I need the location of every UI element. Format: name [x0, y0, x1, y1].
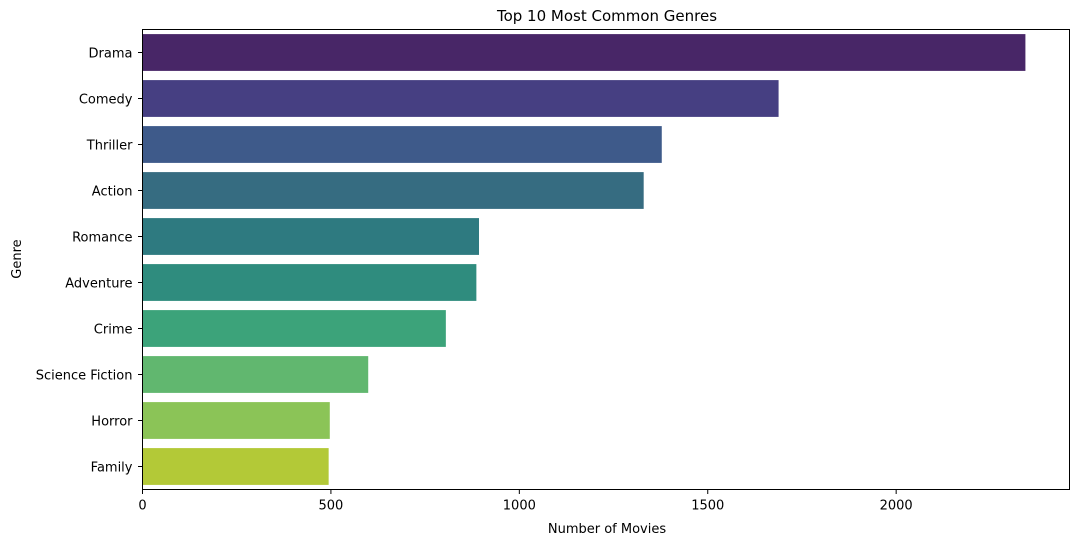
bar-horror [142, 402, 330, 439]
bar-science-fiction [142, 356, 369, 393]
bar-romance [142, 218, 480, 255]
y-tick-label: Crime [94, 323, 133, 338]
y-tick-label: Science Fiction [36, 369, 133, 384]
x-tick-label: 500 [319, 499, 344, 514]
x-tick-label: 0 [138, 499, 146, 514]
y-axis-ticks: Drama Comedy Thriller Action Romance Adventur… [36, 47, 143, 476]
bar-drama [142, 34, 1026, 71]
bar-crime [142, 310, 446, 347]
y-tick-label: Action [92, 185, 133, 200]
bar-adventure [142, 264, 477, 301]
y-tick-label: Drama [89, 47, 133, 62]
bar-family [142, 448, 329, 485]
bar-action [142, 172, 644, 209]
y-tick-label: Adventure [65, 277, 132, 292]
y-tick-label: Horror [91, 415, 133, 430]
y-tick-label: Family [91, 461, 133, 476]
y-tick-label: Romance [72, 231, 132, 246]
plot-frame [142, 29, 1070, 490]
x-tick-label: 2000 [880, 499, 913, 514]
y-tick-label: Thriller [86, 139, 133, 154]
y-tick-label: Comedy [79, 93, 133, 108]
y-axis-label: Genre [10, 239, 25, 278]
x-tick-label: 1500 [691, 499, 724, 514]
bar-comedy [142, 80, 779, 117]
x-axis-ticks: 0 500 1000 1500 2000 [138, 489, 913, 514]
chart-title: Top 10 Most Common Genres [496, 7, 717, 25]
bars-group [142, 34, 1026, 485]
x-tick-label: 1000 [503, 499, 536, 514]
x-axis-label: Number of Movies [548, 522, 666, 537]
bar-thriller [142, 126, 662, 163]
